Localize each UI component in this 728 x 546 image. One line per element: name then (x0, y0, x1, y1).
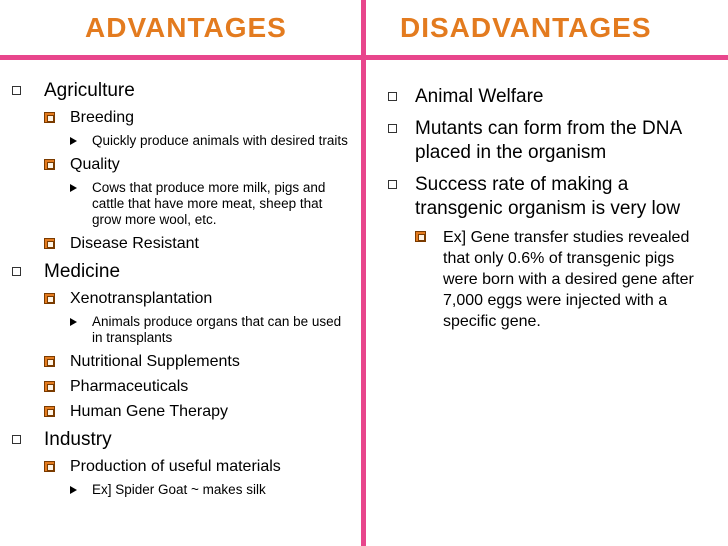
list-item-breeding-detail: Quickly produce animals with desired tra… (70, 133, 352, 149)
disadvantages-heading: DISADVANTAGES (400, 12, 652, 43)
list-item-human-gene-therapy: Human Gene Therapy (44, 402, 352, 421)
item-label: Human Gene Therapy (70, 403, 229, 420)
advantages-heading: ADVANTAGES (85, 12, 287, 43)
hollow-square-bullet-icon (12, 435, 21, 444)
filled-square-bullet-icon (44, 159, 55, 170)
item-text: Animal Welfare (415, 86, 544, 107)
list-item-quality-detail: Cows that produce more milk, pigs and ca… (70, 180, 352, 228)
list-item-breeding: Breeding Quickly produce animals with de… (44, 108, 352, 149)
list-item-nutritional-supplements: Nutritional Supplements (44, 352, 352, 371)
advantages-list: Agriculture Breeding Quickly produce ani… (12, 80, 352, 498)
item-label: Pharmaceuticals (70, 378, 189, 395)
item-text: Success rate of making a transgenic orga… (415, 174, 681, 219)
agriculture-sublist: Breeding Quickly produce animals with de… (44, 108, 352, 253)
list-item-disease-resistant: Disease Resistant (44, 234, 352, 253)
list-item-pharmaceuticals: Pharmaceuticals (44, 377, 352, 396)
item-label: Agriculture (44, 80, 135, 101)
hollow-square-bullet-icon (388, 180, 397, 189)
advantages-column: Agriculture Breeding Quickly produce ani… (12, 80, 352, 506)
list-item-quality: Quality Cows that produce more milk, pig… (44, 155, 352, 228)
breeding-sublist: Quickly produce animals with desired tra… (70, 133, 352, 149)
item-label: Breeding (70, 109, 135, 126)
triangle-bullet-icon (70, 184, 77, 192)
triangle-bullet-icon (70, 137, 77, 145)
item-label: Nutritional Supplements (70, 353, 240, 370)
list-item-industry: Industry Production of useful materials … (12, 429, 352, 498)
filled-square-bullet-icon (44, 356, 55, 367)
list-item-production-detail: Ex] Spider Goat ~ makes silk (70, 482, 352, 498)
production-sublist: Ex] Spider Goat ~ makes silk (70, 482, 352, 498)
item-label: Xenotransplantation (70, 290, 213, 307)
hollow-square-bullet-icon (388, 124, 397, 133)
list-item-production: Production of useful materials Ex] Spide… (44, 457, 352, 498)
filled-square-bullet-icon (44, 461, 55, 472)
list-item-xenotransplantation: Xenotransplantation Animals produce orga… (44, 289, 352, 346)
list-item-mutants: Mutants can form from the DNA placed in … (388, 117, 710, 165)
list-item-xeno-detail: Animals produce organs that can be used … (70, 314, 352, 346)
quality-sublist: Cows that produce more milk, pigs and ca… (70, 180, 352, 228)
list-item-gene-transfer-example: Ex] Gene transfer studies revealed that … (415, 227, 710, 332)
item-text: Cows that produce more milk, pigs and ca… (92, 180, 326, 227)
item-label: Medicine (44, 261, 121, 282)
industry-sublist: Production of useful materials Ex] Spide… (44, 457, 352, 498)
list-item-agriculture: Agriculture Breeding Quickly produce ani… (12, 80, 352, 253)
item-text: Mutants can form from the DNA placed in … (415, 118, 682, 163)
triangle-bullet-icon (70, 486, 77, 494)
item-label: Quality (70, 156, 120, 173)
filled-square-bullet-icon (44, 112, 55, 123)
triangle-bullet-icon (70, 318, 77, 326)
filled-square-bullet-icon (415, 231, 426, 242)
item-label: Disease Resistant (70, 235, 199, 252)
item-text: Animals produce organs that can be used … (92, 314, 342, 345)
list-item-animal-welfare: Animal Welfare (388, 85, 710, 109)
disadvantages-list: Animal Welfare Mutants can form from the… (388, 85, 710, 332)
item-text: Ex] Gene transfer studies revealed that … (443, 229, 694, 330)
xeno-sublist: Animals produce organs that can be used … (70, 314, 352, 346)
list-item-medicine: Medicine Xenotransplantation Animals pro… (12, 261, 352, 421)
list-item-success-rate: Success rate of making a transgenic orga… (388, 173, 710, 332)
success-rate-sublist: Ex] Gene transfer studies revealed that … (415, 227, 710, 332)
horizontal-divider (0, 55, 728, 60)
medicine-sublist: Xenotransplantation Animals produce orga… (44, 289, 352, 421)
item-text: Ex] Spider Goat ~ makes silk (92, 482, 266, 497)
vertical-divider (361, 0, 366, 546)
filled-square-bullet-icon (44, 238, 55, 249)
item-label: Industry (44, 429, 112, 450)
hollow-square-bullet-icon (12, 86, 21, 95)
filled-square-bullet-icon (44, 381, 55, 392)
filled-square-bullet-icon (44, 293, 55, 304)
item-label: Production of useful materials (70, 458, 281, 475)
item-text: Quickly produce animals with desired tra… (92, 133, 348, 148)
disadvantages-column: Animal Welfare Mutants can form from the… (388, 85, 710, 340)
filled-square-bullet-icon (44, 406, 55, 417)
hollow-square-bullet-icon (12, 267, 21, 276)
hollow-square-bullet-icon (388, 92, 397, 101)
